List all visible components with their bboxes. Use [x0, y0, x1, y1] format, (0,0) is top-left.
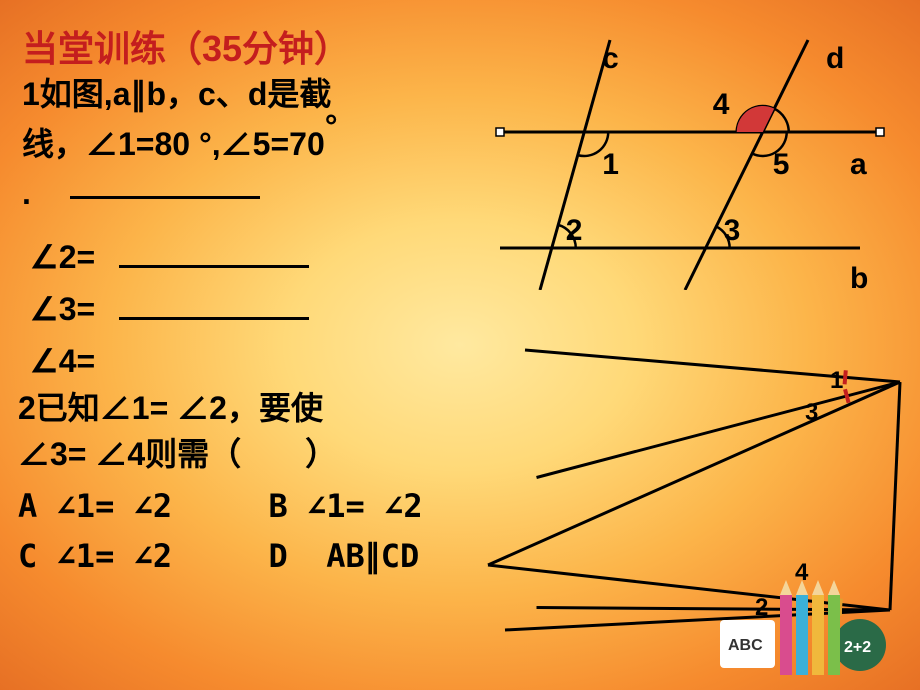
answer-line-4: ∠4= [30, 342, 95, 380]
svg-text:2: 2 [566, 214, 583, 247]
decorative-pencils-icon: ABC 2+2 [710, 550, 890, 690]
q2-line2: ∠3= ∠4则需（ ） [18, 436, 337, 472]
q1-line1: 1如图,a∥b，c、d是截 [22, 76, 331, 112]
option-a: A ∠1= ∠2 [18, 487, 172, 525]
angle3-label: ∠3= [30, 291, 95, 327]
svg-text:ABC: ABC [728, 637, 763, 654]
svg-text:c: c [602, 42, 619, 75]
question-1-stem: 1如图,a∥b，c、d是截 线，∠1=80 °,∠5=70° . [22, 70, 442, 219]
blank-angle2 [119, 239, 309, 268]
angle4-label: ∠4= [30, 343, 95, 379]
question-2-options: A ∠1= ∠2 B ∠1= ∠2 C ∠1= ∠2 D AB∥CD [18, 482, 423, 581]
svg-text:a: a [850, 148, 867, 181]
angle2-label: ∠2= [30, 239, 95, 275]
svg-text:b: b [850, 262, 868, 290]
page-title: 当堂训练（35分钟） [22, 20, 350, 72]
svg-text:3: 3 [724, 214, 741, 247]
q2-line1: 2已知∠1= ∠2，要使 [18, 390, 323, 426]
option-d: D AB∥CD [268, 537, 419, 575]
blank-angle3 [119, 291, 309, 320]
blank-top [70, 170, 260, 199]
svg-text:1: 1 [830, 367, 843, 394]
diagram-1: c d a b 12 3 4 5 [480, 30, 900, 290]
svg-text:4: 4 [713, 88, 730, 121]
svg-text:1: 1 [602, 148, 619, 181]
option-b: B ∠1= ∠2 [268, 487, 422, 525]
svg-text:3: 3 [805, 399, 818, 426]
question-2-stem: 2已知∠1= ∠2，要使 ∠3= ∠4则需（ ） [18, 385, 488, 478]
q1-line3: . [22, 175, 31, 211]
svg-text:2+2: 2+2 [844, 639, 871, 656]
q1-line2: 线，∠1=80 °,∠5=70 [22, 126, 325, 162]
answer-line-3: ∠3= [30, 290, 309, 328]
answer-line-2: ∠2= [30, 238, 309, 276]
option-c: C ∠1= ∠2 [18, 537, 172, 575]
svg-text:d: d [826, 42, 844, 75]
svg-text:5: 5 [773, 148, 790, 181]
